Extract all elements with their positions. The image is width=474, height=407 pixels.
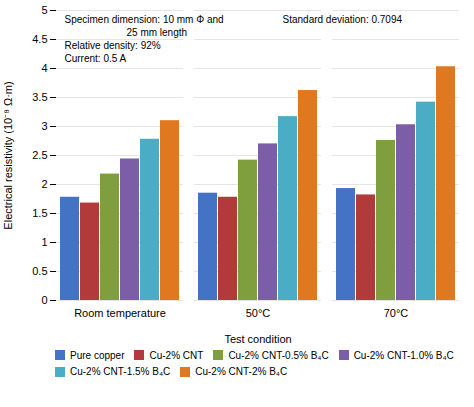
svg-text:Electrical resistivity (10⁻⁸ Ω: Electrical resistivity (10⁻⁸ Ω·m) — [2, 81, 14, 229]
html-text:Cu-2% CNT-1.0% B₄C: Cu-2% CNT-1.0% B₄C — [353, 349, 454, 361]
svg-text:2: 2 — [41, 178, 47, 190]
html-text:Cu-2% CNT-1.5% B₄C: Cu-2% CNT-1.5% B₄C — [70, 366, 171, 378]
svg-text:70°C: 70°C — [384, 307, 409, 319]
svg-text:25 mm length: 25 mm length — [127, 27, 188, 38]
svg-text:3.5: 3.5 — [32, 91, 47, 103]
svg-text:4: 4 — [41, 62, 47, 74]
html-text:Cu-2% CNT-0.5% B₄C: Cu-2% CNT-0.5% B₄C — [228, 349, 329, 361]
svg-text:4.5: 4.5 — [32, 33, 47, 45]
svg-text:Standard deviation: 0.7094: Standard deviation: 0.7094 — [283, 14, 403, 25]
svg-text:Test condition: Test condition — [224, 333, 291, 345]
svg-text:5: 5 — [41, 4, 47, 16]
svg-text:50°C: 50°C — [246, 307, 271, 319]
svg-text:Room temperature: Room temperature — [74, 307, 166, 319]
svg-text:3: 3 — [41, 120, 47, 132]
svg-text:Current: 0.5 A: Current: 0.5 A — [65, 53, 127, 64]
svg-text:Specimen dimension: 10 mm Φ an: Specimen dimension: 10 mm Φ and — [65, 14, 224, 25]
html-text:Pure copper: Pure copper — [70, 349, 125, 361]
svg-text:Relative density: 92%: Relative density: 92% — [65, 40, 161, 51]
svg-text:0.5: 0.5 — [32, 265, 47, 277]
svg-text:0: 0 — [41, 294, 47, 306]
svg-text:1.5: 1.5 — [32, 207, 47, 219]
html-text:Cu-2% CNT-2% B₄C: Cu-2% CNT-2% B₄C — [195, 366, 288, 378]
svg-text:1: 1 — [41, 236, 47, 248]
html-text:Cu-2% CNT: Cu-2% CNT — [149, 349, 204, 361]
svg-text:2.5: 2.5 — [32, 149, 47, 161]
